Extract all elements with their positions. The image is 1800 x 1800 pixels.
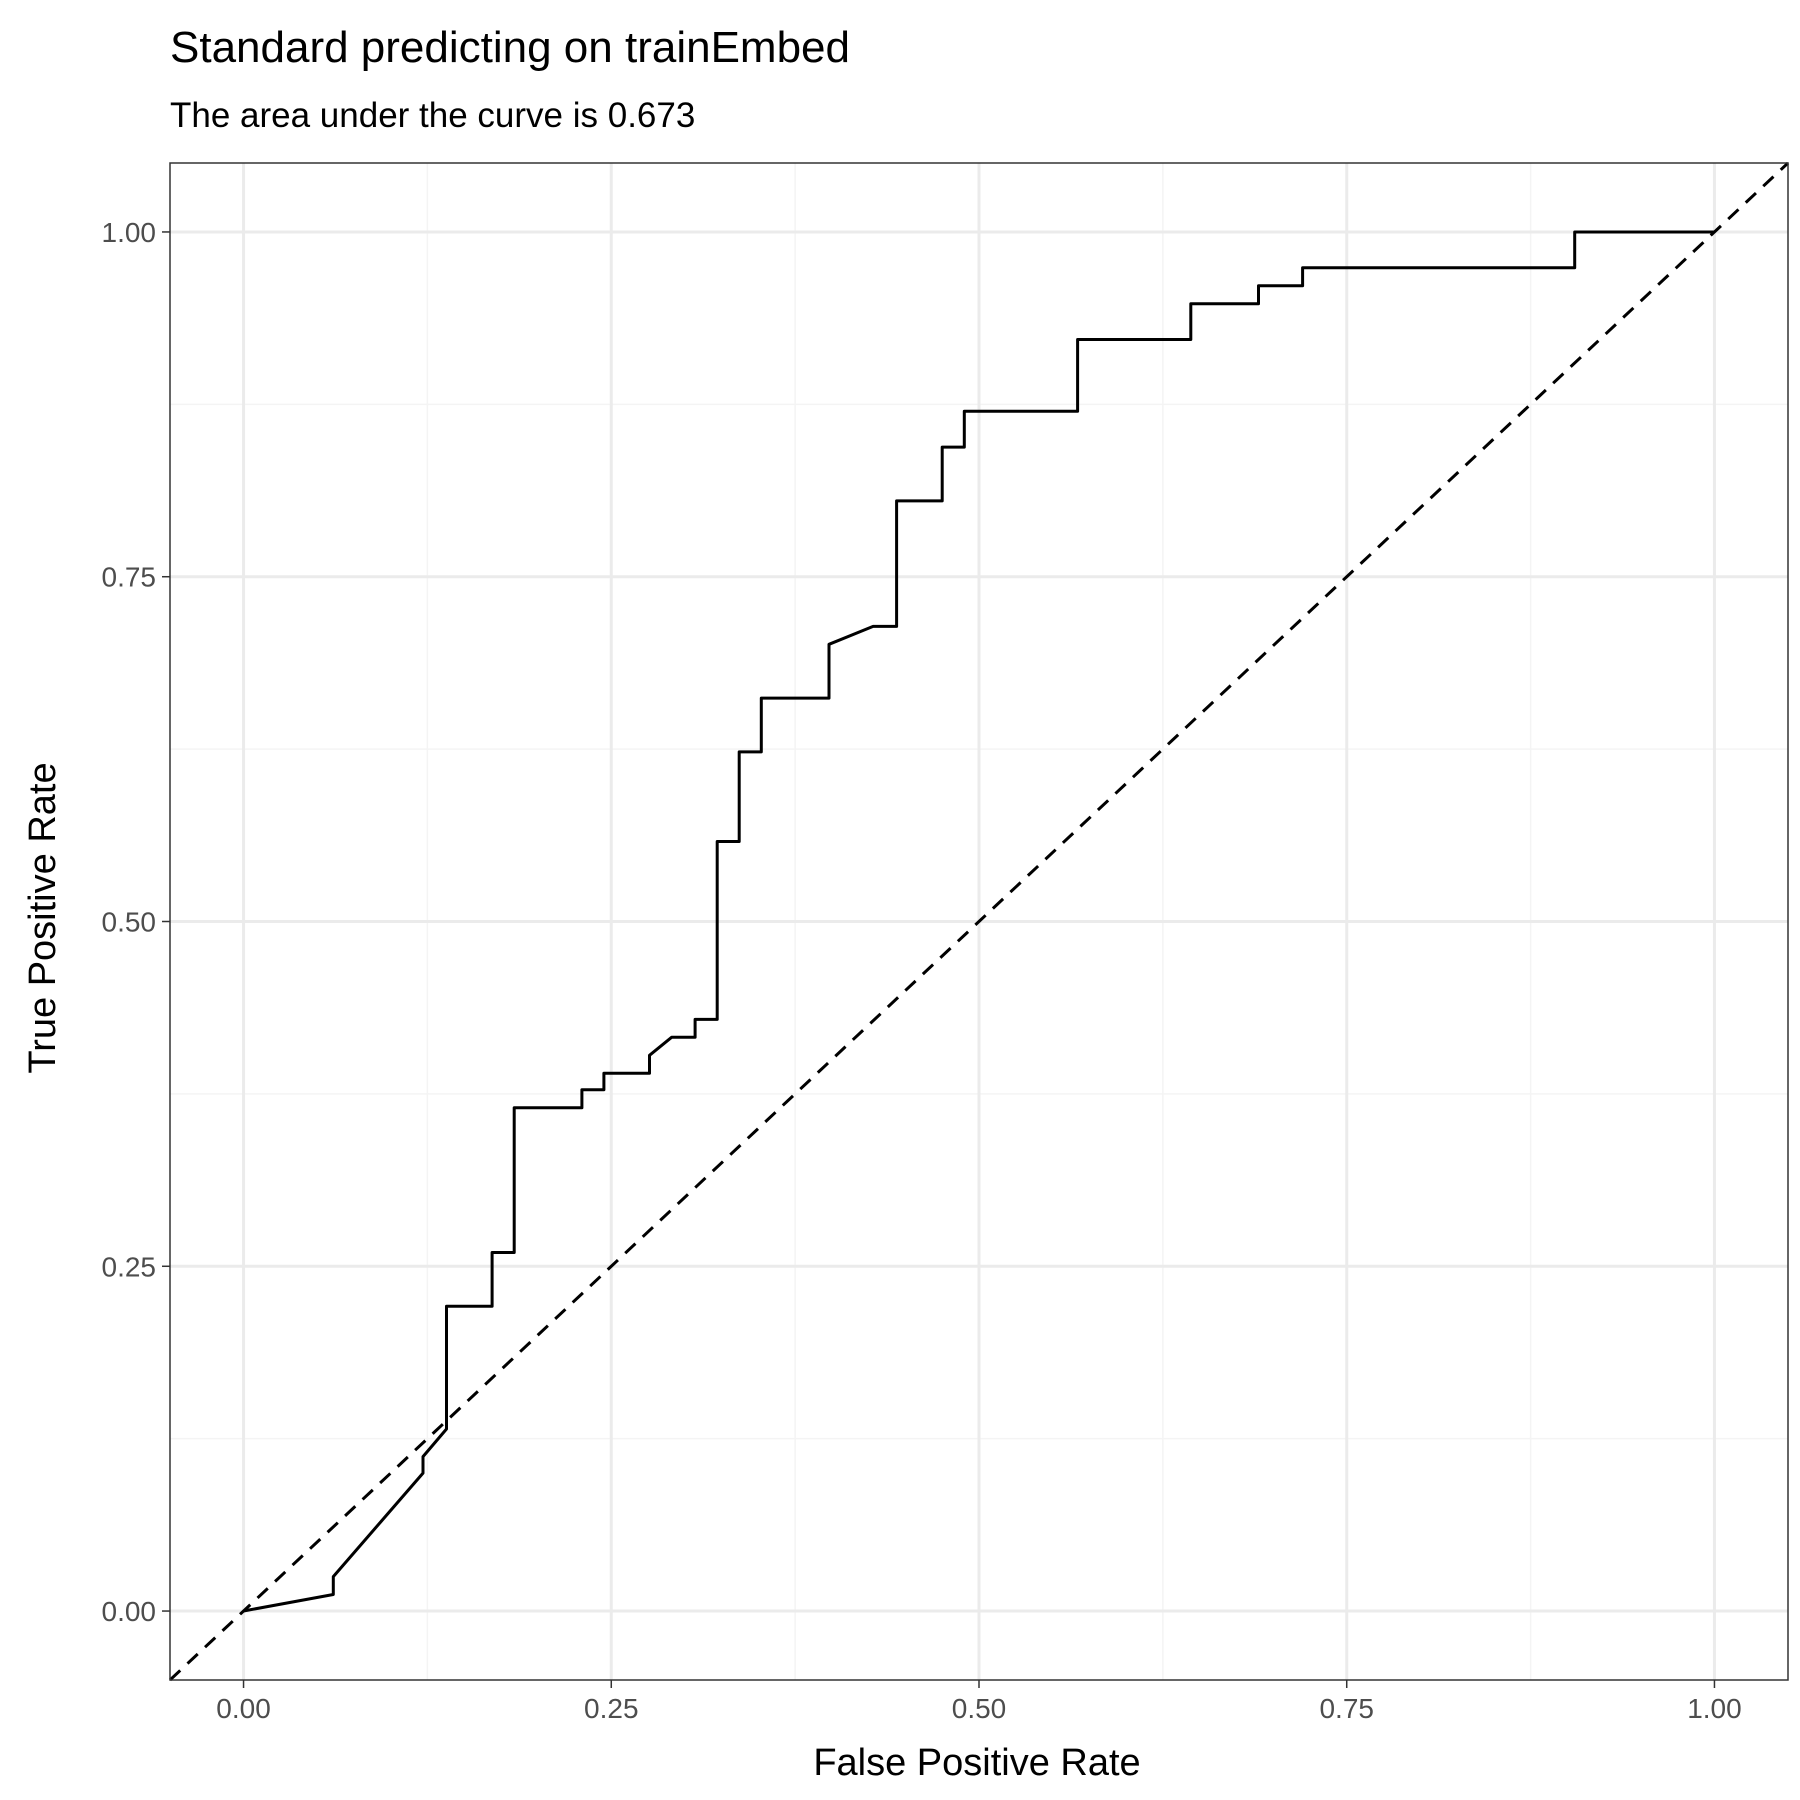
x-axis-ticks: 0.00 0.25 0.50 0.75 1.00 [216,1680,1742,1724]
x-tick-label: 0.75 [1319,1693,1374,1724]
y-tick-label: 1.00 [102,217,157,248]
chance-diagonal-line [168,161,1790,1682]
y-tick-label: 0.75 [102,562,157,593]
x-axis-title: False Positive Rate [813,1742,1140,1784]
data-lines [168,161,1790,1682]
chart-title: Standard predicting on trainEmbed [170,23,850,72]
y-axis-title: True Positive Rate [22,762,64,1073]
y-tick-label: 0.25 [102,1251,157,1282]
x-tick-label: 0.50 [952,1693,1007,1724]
x-tick-label: 1.00 [1687,1693,1742,1724]
y-axis-ticks: 0.00 0.25 0.50 0.75 1.00 [102,217,170,1627]
roc-curve-line [243,230,1715,1613]
x-tick-label: 0.25 [584,1693,639,1724]
x-tick-label: 0.00 [216,1693,271,1724]
y-tick-label: 0.00 [102,1596,157,1627]
chart-subtitle: The area under the curve is 0.673 [170,96,695,135]
y-tick-label: 0.50 [102,907,157,938]
